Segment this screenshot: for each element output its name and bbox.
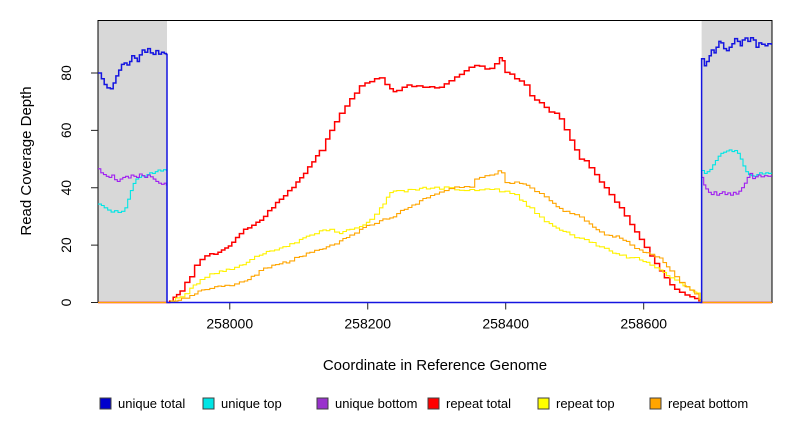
y-tick-label: 0 [58,298,74,306]
x-tick-label: 258000 [206,316,253,332]
y-tick-label: 20 [58,237,74,253]
legend-label-repeat-bottom: repeat bottom [668,396,748,411]
legend-swatch-repeat-bottom [649,397,662,410]
series-repeat_bottom-line [98,170,772,304]
legend-label-unique-top: unique top [221,396,282,411]
y-tick-label: 40 [58,180,74,196]
shaded-region-flank-left [98,20,167,303]
legend-swatch-unique-bottom [316,397,329,410]
x-tick-label: 258400 [482,316,529,332]
legend-label-repeat-total: repeat total [446,396,511,411]
series-unique_total-line [98,36,773,304]
x-tick-label: 258600 [620,316,667,332]
x-tick-label: 258200 [344,316,391,332]
legend-label-unique-total: unique total [118,396,185,411]
legend-swatch-unique-total [99,397,112,410]
y-axis-title: Read Coverage Depth [18,86,35,235]
x-axis-title: Coordinate in Reference Genome [323,357,547,374]
series-repeat_top-line [98,186,772,304]
legend-label-unique-bottom: unique bottom [335,396,417,411]
shaded-region-flank-right [701,20,772,303]
series-repeat_total-line [98,57,772,304]
legend-label-repeat-top: repeat top [556,396,615,411]
legend-swatch-repeat-top [537,397,550,410]
plot-box [97,20,773,303]
y-tick-label: 80 [58,65,74,81]
legend-swatch-repeat-total [427,397,440,410]
legend-swatch-unique-top [202,397,215,410]
y-tick-label: 60 [58,122,74,138]
